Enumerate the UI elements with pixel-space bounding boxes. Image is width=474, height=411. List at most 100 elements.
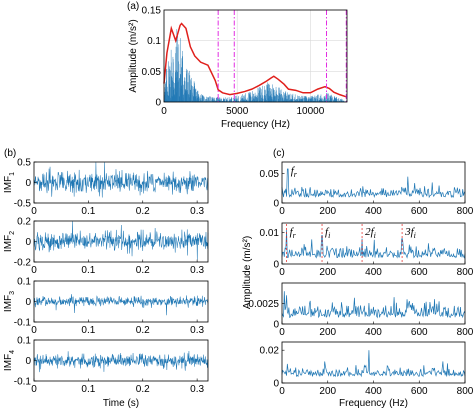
- y-tick-label: 0.1: [17, 336, 31, 347]
- x-tick-label: 200: [319, 206, 336, 217]
- x-tick-label: 0.3: [190, 384, 204, 395]
- x-tick-label: 0: [161, 106, 167, 117]
- y-tick-label: 0.1: [17, 277, 31, 288]
- x-tick-label: 800: [457, 386, 474, 397]
- imf-label: IMF3: [3, 291, 16, 312]
- panel-a: 0 5000 10000 0 0.05 0.1 0.15 Frequency (Hz) Ampl…: [128, 6, 348, 130]
- x-tick-label: 0: [279, 327, 285, 338]
- envelope-spectrum-line: [281, 229, 466, 259]
- frequency-annotation: 2fi: [365, 226, 376, 240]
- panel-c: 0 0.05 0 200 400 600 800 fr 0 0.01 0 200 400 600 800 fr…: [242, 161, 474, 409]
- y-tick-label: 0.5: [17, 158, 31, 169]
- y-tick-label: 0: [273, 199, 279, 210]
- spectrum-subplot: 0 0.0025 0 200 400 600 800: [248, 282, 474, 338]
- x-tick-label: 0.2: [136, 206, 150, 217]
- y-tick-label: -0.5: [14, 199, 32, 210]
- x-tick-label: 0.1: [81, 265, 95, 276]
- y-tick-label: 0.02: [260, 346, 280, 357]
- y-tick-label: 0: [25, 356, 31, 367]
- y-axis-label: Amplitude (m/s²): [128, 19, 139, 92]
- x-tick-label: 400: [365, 267, 382, 278]
- x-tick-label: 200: [319, 327, 336, 338]
- plot-frame: [281, 161, 466, 204]
- x-tick-label: 800: [457, 267, 474, 278]
- x-tick-label: 800: [457, 206, 474, 217]
- frequency-annotation: 3fi: [404, 226, 416, 240]
- x-tick-label: 600: [411, 206, 428, 217]
- y-tick-label: 0.05: [260, 169, 280, 180]
- plot-frame: [163, 9, 348, 103]
- x-tick-label: 0: [31, 265, 37, 276]
- y-tick-label: 0: [273, 260, 279, 271]
- y-tick-label: 0: [273, 320, 279, 331]
- y-tick-label: 0.01: [260, 228, 280, 239]
- x-axis-label: Time (s): [103, 398, 139, 409]
- x-tick-label: 0: [31, 206, 37, 217]
- x-tick-label: 800: [457, 327, 474, 338]
- y-tick-label: 0.1: [147, 36, 161, 47]
- spectrum-subplot: 0 0.02 0 200 400 600 800: [260, 341, 474, 397]
- x-tick-label: 600: [411, 327, 428, 338]
- x-tick-label: 400: [365, 206, 382, 217]
- x-tick-label: 200: [319, 267, 336, 278]
- x-tick-label: 0.3: [190, 265, 204, 276]
- y-tick-label: 0: [155, 98, 161, 109]
- y-tick-label: 0: [25, 297, 31, 308]
- y-tick-label: 0: [25, 237, 31, 248]
- imf-label: IMF1: [3, 172, 16, 193]
- x-axis-label: Frequency (Hz): [339, 398, 408, 409]
- x-tick-label: 200: [319, 386, 336, 397]
- imf-signal-line: [33, 350, 209, 373]
- frequency-annotation: fr: [290, 226, 297, 240]
- x-tick-label: 600: [411, 386, 428, 397]
- envelope-spectrum-line: [281, 350, 466, 378]
- x-tick-label: 0.3: [190, 206, 204, 217]
- y-tick-label: 0: [273, 379, 279, 390]
- x-tick-label: 0.1: [81, 325, 95, 336]
- y-tick-label: -0.1: [14, 377, 32, 388]
- panel-label-a: (a): [127, 1, 139, 12]
- x-tick-label: 0.2: [136, 384, 150, 395]
- spectrum-subplot: 0 0.05 0 200 400 600 800 fr: [260, 161, 474, 217]
- frequency-annotation: fi: [325, 226, 330, 240]
- imf-signal-line: [33, 162, 209, 198]
- imf-signal-line: [33, 221, 209, 260]
- y-tick-label: -0.1: [14, 318, 32, 329]
- x-tick-label: 0.2: [136, 325, 150, 336]
- x-tick-label: 0: [31, 325, 37, 336]
- x-tick-label: 0.1: [81, 206, 95, 217]
- x-tick-label: 0.3: [190, 325, 204, 336]
- x-tick-label: 10000: [296, 106, 324, 117]
- x-tick-label: 0.2: [136, 265, 150, 276]
- imf-signal-line: [33, 294, 209, 316]
- spectrum-series: [163, 29, 348, 102]
- y-tick-label: 0.15: [142, 6, 162, 17]
- imf-label: IMF2: [3, 231, 16, 252]
- x-axis-label: Frequency (Hz): [221, 119, 290, 130]
- y-tick-label: 0: [25, 178, 31, 189]
- x-tick-label: 0: [31, 384, 37, 395]
- x-tick-label: 5000: [226, 106, 249, 117]
- spectrum-subplot: 0 0.01 0 200 400 600 800 fr fi 2fi 3fi: [260, 222, 474, 278]
- x-tick-label: 0: [279, 206, 285, 217]
- frequency-annotation: fr: [291, 165, 298, 179]
- x-tick-label: 0: [279, 267, 285, 278]
- envelope-spectrum-line: [281, 168, 466, 199]
- x-tick-label: 400: [365, 327, 382, 338]
- imf-label: IMF4: [3, 350, 16, 371]
- x-tick-label: 600: [411, 267, 428, 278]
- y-tick-label: -0.2: [14, 258, 32, 269]
- x-tick-label: 0.1: [81, 384, 95, 395]
- y-tick-label: 0.2: [17, 217, 31, 228]
- plot-frame: [281, 341, 466, 384]
- panel-label-b: (b): [4, 148, 16, 159]
- panel-label-c: (c): [273, 148, 285, 159]
- y-tick-label: 0.05: [142, 67, 162, 78]
- y-axis-label: Amplitude (m/s²): [242, 236, 253, 309]
